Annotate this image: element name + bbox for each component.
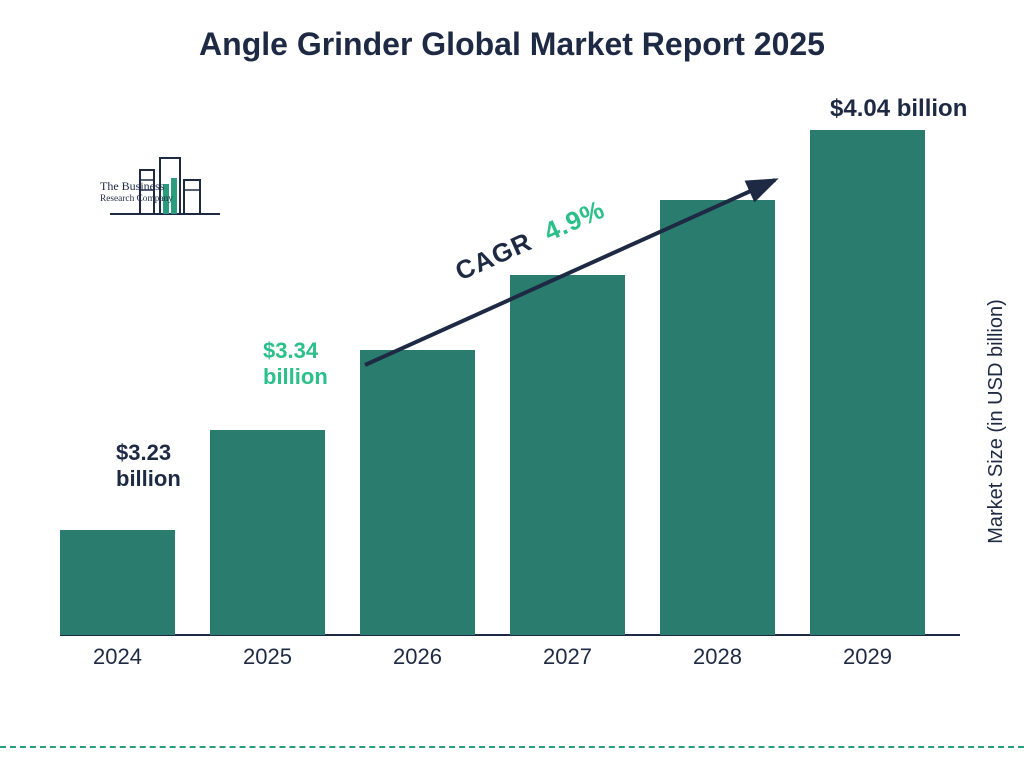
y-axis-label: Market Size (in USD billion) xyxy=(985,299,1008,544)
bottom-separator xyxy=(0,746,1024,748)
trend-arrow xyxy=(0,0,1024,768)
chart-canvas: Angle Grinder Global Market Report 2025 … xyxy=(0,0,1024,768)
